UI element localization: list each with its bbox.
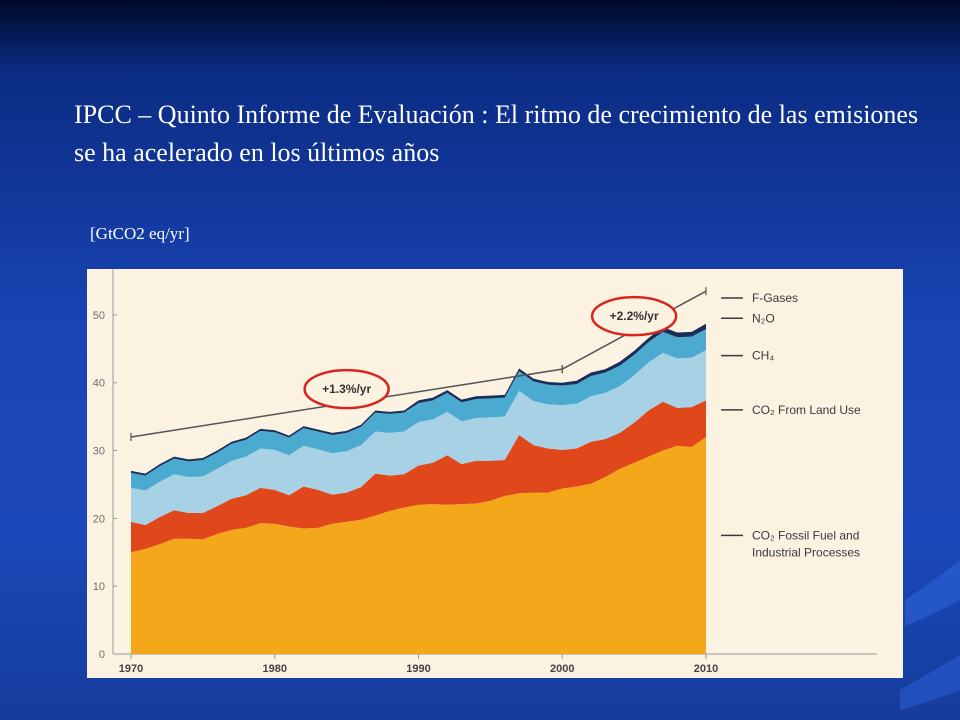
y-tick-label: 10 [93, 581, 105, 593]
legend-label: CO₂ Fossil Fuel and [752, 528, 859, 542]
legend-label: Industrial Processes [752, 545, 860, 559]
emissions-chart-svg: 0 10 20 30 40 50 1970 1980 1990 2000 2010 +1.3%/yr +… [93, 269, 877, 675]
x-tick-label: 1980 [263, 663, 287, 675]
area-co2-fossil [131, 436, 706, 654]
y-tick-label: 40 [93, 378, 105, 390]
y-tick-label: 30 [93, 446, 105, 458]
rate-circle [303, 368, 390, 410]
x-tick-label: 2010 [694, 663, 718, 675]
rate-label: +1.3%/yr [322, 382, 371, 396]
y-tick-label: 50 [93, 310, 105, 322]
unit-label: [GtCO2 eq/yr] [90, 224, 190, 243]
area-f-gases [131, 323, 706, 476]
area-co2-land-use [131, 400, 706, 553]
y-tick-label: 0 [99, 649, 105, 661]
legend-label: F-Gases [752, 291, 798, 305]
rate-circle [590, 295, 678, 337]
x-tick-label: 2000 [550, 663, 574, 675]
y-tick-label: 20 [93, 513, 105, 525]
area-n2o [131, 329, 706, 491]
emissions-chart: 0 10 20 30 40 50 1970 1980 1990 2000 2010 +1.3%/yr +… [87, 269, 903, 678]
area-ch4 [131, 350, 706, 526]
rate-label: +2.2%/yr [610, 309, 659, 323]
legend-label: N₂O [752, 311, 775, 325]
legend-label: CO₂ From Land Use [752, 403, 861, 417]
x-tick-label: 1970 [119, 663, 143, 675]
legend-label: CH₄ [752, 349, 774, 363]
x-tick-label: 1990 [406, 663, 430, 675]
slide-title: IPCC – Quinto Informe de Evaluación : El… [74, 100, 919, 167]
